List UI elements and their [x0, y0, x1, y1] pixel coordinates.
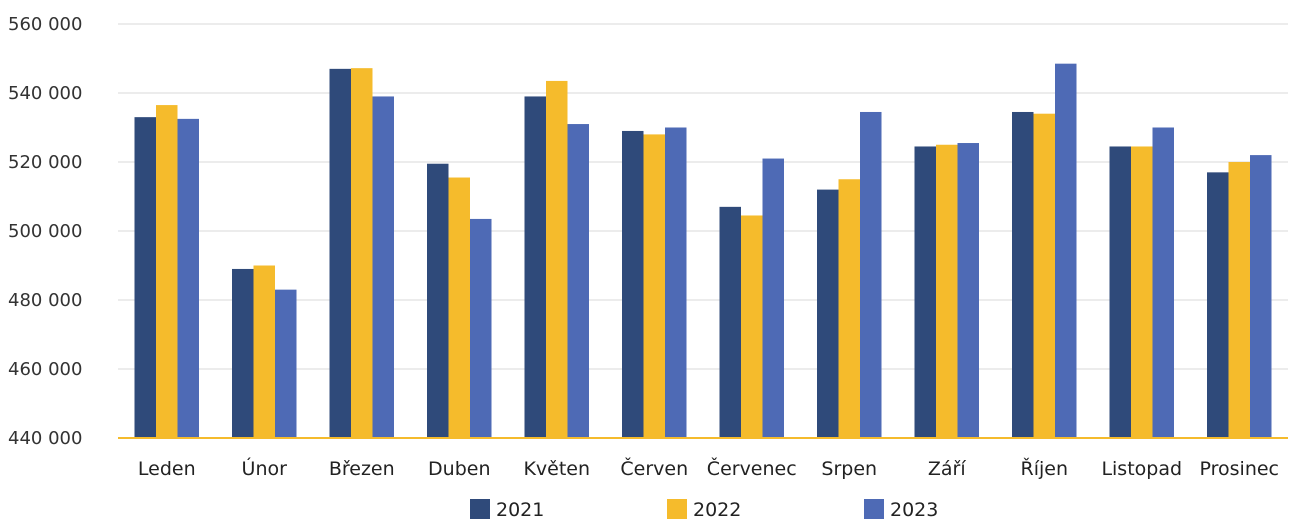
bar-2021-6 [622, 130, 644, 438]
legend: 2021 2022 2023 [470, 499, 938, 519]
y-tick-label: 440 000 [8, 428, 82, 449]
x-category-label: Únor [242, 456, 288, 480]
bar-2022-7 [741, 215, 763, 438]
bar-2021-4 [427, 163, 449, 438]
bar-2023-5 [567, 124, 589, 439]
gridlines [118, 23, 1288, 370]
bar-2022-12 [1228, 162, 1250, 438]
bar-2021-9 [914, 146, 936, 438]
x-category-label: Červenec [707, 456, 797, 480]
bar-2023-6 [665, 127, 687, 438]
bar-2021-8 [817, 189, 839, 438]
bar-2022-1 [156, 105, 178, 438]
y-tick-label: 540 000 [8, 83, 82, 104]
bar-2022-6 [643, 134, 665, 438]
y-axis-tick-labels: 440 000 460 000 480 000 500 000 520 000 540 0… [8, 14, 82, 449]
bar-2022-4 [448, 177, 470, 438]
bar-2023-4 [470, 218, 492, 438]
bar-2023-7 [762, 158, 784, 439]
x-category-label: Listopad [1101, 458, 1182, 480]
bar-2022-3 [351, 68, 373, 438]
bar-2022-11 [1131, 146, 1153, 438]
x-category-label: Březen [329, 458, 395, 480]
bar-2023-2 [275, 289, 297, 438]
x-category-label: Leden [138, 458, 196, 480]
x-category-label: Prosinec [1200, 458, 1280, 480]
legend-swatch-2023 [864, 499, 884, 519]
x-category-label: Září [928, 458, 966, 480]
bar-2022-5 [546, 80, 568, 439]
legend-swatch-2022 [667, 499, 687, 519]
x-category-label: Duben [428, 458, 490, 480]
bar-2023-9 [957, 143, 979, 438]
bar-2022-2 [253, 265, 275, 438]
x-category-label: Květen [523, 458, 590, 480]
bar-2021-2 [232, 268, 254, 438]
bar-2023-10 [1055, 63, 1077, 439]
legend-label: 2023 [890, 499, 938, 519]
bar-2023-12 [1250, 155, 1272, 438]
bars [134, 63, 1272, 439]
x-category-label: Říjen [1021, 457, 1069, 480]
bar-2021-11 [1109, 146, 1131, 438]
bar-2022-10 [1033, 113, 1055, 438]
x-category-label: Srpen [821, 458, 877, 480]
y-tick-label: 460 000 [8, 359, 82, 380]
y-tick-label: 480 000 [8, 290, 82, 311]
bar-2023-1 [177, 118, 199, 438]
bar-2021-5 [524, 96, 546, 438]
bar-2021-7 [719, 206, 741, 438]
bar-2021-10 [1012, 111, 1034, 438]
bar-2021-12 [1207, 172, 1229, 438]
bar-2022-9 [936, 144, 958, 438]
legend-label: 2022 [693, 499, 741, 519]
y-tick-label: 520 000 [8, 152, 82, 173]
bar-2021-1 [134, 117, 156, 439]
x-category-label: Červen [620, 456, 688, 480]
bar-2022-8 [838, 179, 860, 438]
bar-2023-8 [860, 111, 882, 438]
x-axis-category-labels: Leden Únor Březen Duben Květen Červen Červenec… [138, 456, 1279, 480]
bar-2023-11 [1152, 127, 1174, 438]
legend-swatch-2021 [470, 499, 490, 519]
bar-2021-3 [329, 68, 351, 438]
bar-2023-3 [372, 96, 394, 438]
y-tick-label: 500 000 [8, 221, 82, 242]
legend-label: 2021 [496, 499, 544, 519]
y-tick-label: 560 000 [8, 14, 82, 35]
